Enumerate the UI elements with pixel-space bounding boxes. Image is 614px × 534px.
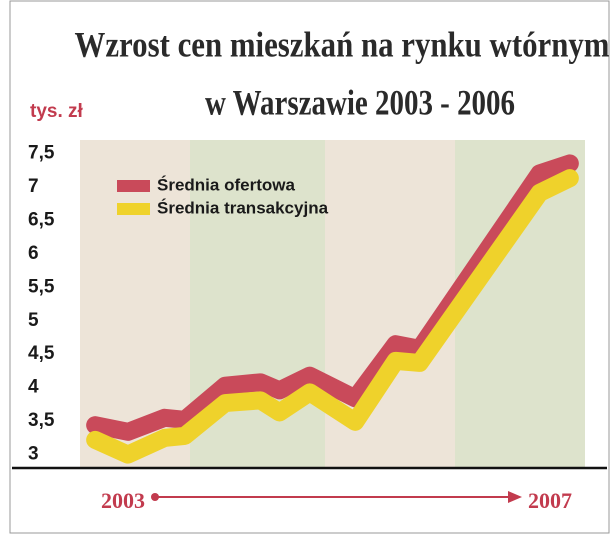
y-tick-label: 3,5 <box>28 410 55 431</box>
legend-label: Średnia ofertowa <box>157 175 295 194</box>
chart-title: w Warszawie 2003 - 2006 <box>205 82 515 122</box>
series-line <box>86 169 579 464</box>
y-tick-label: 6 <box>28 243 39 264</box>
y-tick-label: 4 <box>28 377 39 398</box>
y-tick-label: 3 <box>28 444 39 465</box>
legend-label: Średnia transakcyjna <box>157 198 329 217</box>
y-axis-label: tys. zł <box>30 101 84 122</box>
y-tick-label: 5 <box>28 310 39 331</box>
x-tick-label: 2003 <box>101 488 145 513</box>
y-tick-label: 7,5 <box>28 142 55 163</box>
y-tick-label: 6,5 <box>28 209 55 230</box>
arrow-head <box>508 491 522 503</box>
chart-title: Wzrost cen mieszkań na rynku wtórnym <box>75 24 610 64</box>
y-tick-label: 4,5 <box>28 343 55 364</box>
y-tick-label: 7 <box>28 176 39 197</box>
y-tick-label: 5,5 <box>28 276 55 297</box>
x-tick-label: 2007 <box>528 488 572 513</box>
arrow-start <box>151 493 159 501</box>
